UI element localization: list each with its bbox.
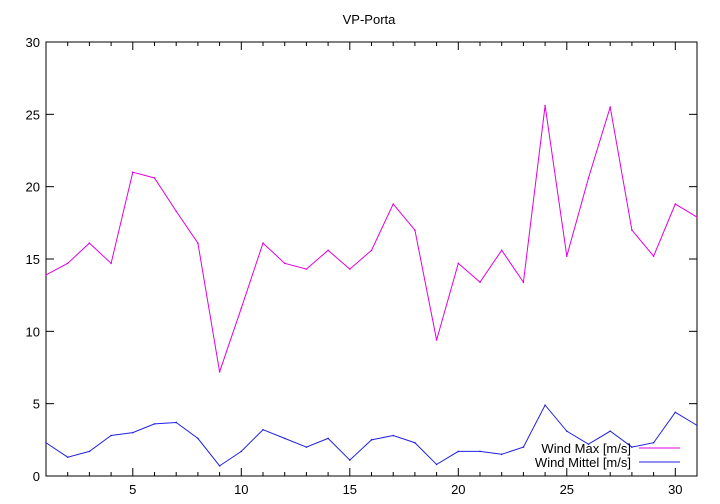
data-point (370, 439, 373, 441)
data-point (218, 465, 221, 467)
data-point (327, 437, 329, 440)
data-point (479, 450, 481, 453)
data-point (392, 434, 395, 437)
data-point (283, 262, 286, 265)
data-point (435, 339, 438, 341)
data-point (132, 431, 134, 434)
data-point (305, 268, 308, 270)
data-point (88, 450, 91, 453)
data-point (500, 249, 503, 252)
data-point (435, 463, 438, 466)
data-point (153, 177, 156, 179)
legend-label-2: Wind Mittel [m/s] (535, 455, 631, 470)
data-point (414, 229, 416, 231)
data-point (544, 104, 546, 107)
data-point (652, 255, 655, 257)
data-point (262, 242, 264, 244)
data-point (696, 424, 698, 427)
data-point (88, 242, 91, 244)
data-point (349, 268, 351, 270)
data-point (153, 423, 156, 425)
y-tick-label: 10 (26, 324, 40, 339)
legend: Wind Max [m/s]Wind Mittel [m/s] (535, 441, 680, 470)
data-point (370, 249, 373, 252)
data-point (305, 446, 308, 448)
data-point (66, 262, 69, 265)
chart-title: VP-Porta (343, 12, 397, 27)
x-tick-label: 25 (560, 482, 574, 497)
data-point (609, 430, 611, 432)
data-point (587, 443, 590, 445)
series-group (45, 104, 698, 467)
x-tick-label: 30 (668, 482, 682, 497)
data-point (609, 106, 611, 108)
data-point (392, 203, 395, 205)
data-point (132, 171, 134, 173)
x-tick-label: 5 (129, 482, 136, 497)
data-point (522, 446, 525, 448)
y-tick-label: 0 (33, 469, 40, 484)
x-tick-label: 10 (234, 482, 248, 497)
data-point (457, 450, 460, 453)
data-point (283, 437, 286, 440)
data-point (696, 216, 698, 218)
data-point (522, 281, 525, 283)
data-point (240, 307, 243, 309)
data-point (110, 434, 112, 437)
data-point (66, 456, 69, 458)
plot-frame (45, 41, 698, 477)
data-point (587, 177, 590, 179)
y-axis: 0 5 10 15 20 25 30 (26, 35, 697, 484)
data-point (197, 437, 199, 440)
x-tick-label: 20 (451, 482, 465, 497)
data-point (197, 242, 199, 244)
data-point (457, 262, 460, 265)
data-point (631, 446, 633, 448)
data-point (674, 411, 677, 414)
data-point (45, 274, 47, 276)
data-point (327, 249, 329, 252)
data-point (652, 441, 655, 444)
y-tick-label: 20 (26, 180, 40, 195)
x-axis: 5 10 15 20 25 30 (67, 42, 683, 497)
y-tick-label: 25 (26, 107, 40, 122)
data-point (479, 281, 481, 283)
data-point (218, 371, 221, 373)
y-tick-label: 15 (26, 252, 40, 267)
data-point (240, 450, 243, 453)
data-point (45, 441, 47, 444)
data-point (674, 203, 677, 205)
data-point (566, 430, 568, 432)
data-point (500, 453, 503, 456)
data-point (631, 229, 633, 231)
data-point (175, 421, 177, 424)
data-point (414, 441, 416, 444)
data-point (110, 262, 112, 265)
data-point (175, 210, 177, 213)
legend-label-1: Wind Max [m/s] (541, 441, 631, 456)
data-point (544, 404, 546, 406)
y-tick-label: 30 (26, 35, 40, 50)
data-point (566, 255, 568, 257)
series-line-1 (45, 105, 698, 373)
y-tick-label: 5 (33, 397, 40, 412)
x-tick-label: 15 (343, 482, 357, 497)
data-point (349, 459, 351, 461)
data-point (262, 428, 264, 431)
